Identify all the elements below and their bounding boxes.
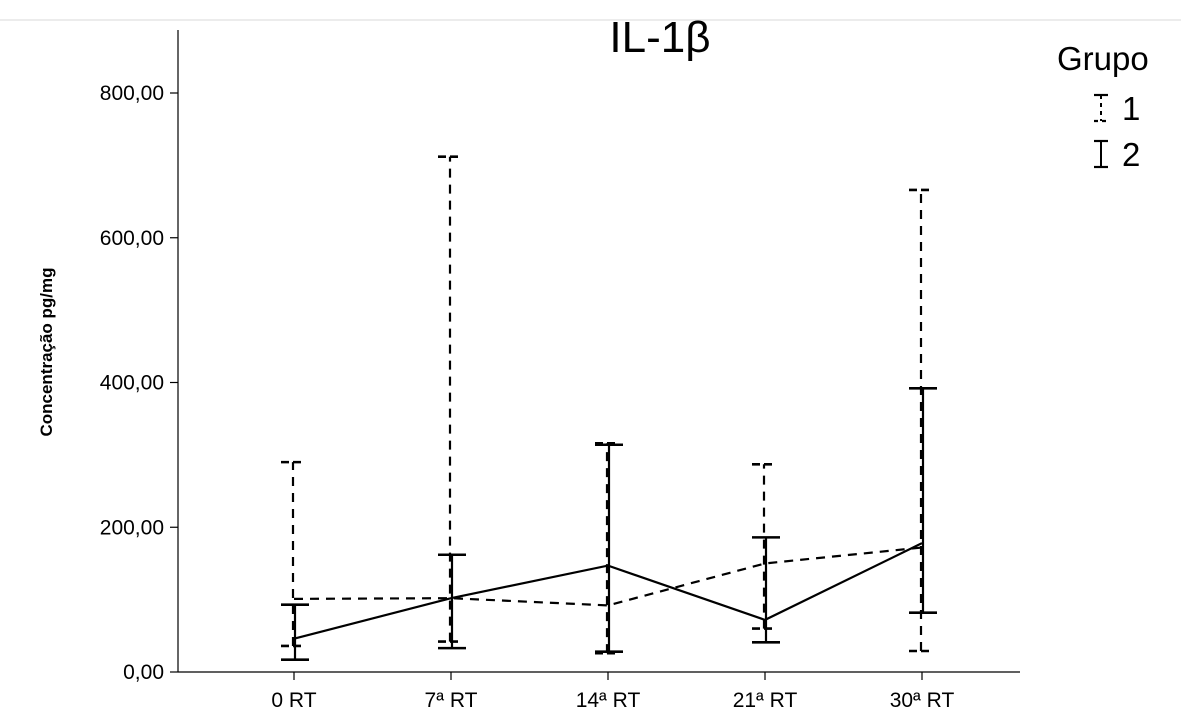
legend-title: Grupo	[1057, 40, 1149, 77]
x-tick-label: 14ª RT	[576, 689, 641, 712]
y-tick-label: 200,00	[100, 516, 164, 539]
legend-label: 2	[1122, 136, 1140, 173]
series-layer	[281, 155, 937, 661]
y-axis-label: Concentração pg/mg	[37, 267, 56, 436]
series-1	[281, 155, 933, 655]
x-tick-label: 0 RT	[271, 689, 316, 712]
x-ticks: 0 RT 7ª RT 14ª RT 21ª RT 30ª RT	[271, 672, 954, 712]
y-tick-label: 600,00	[100, 227, 164, 250]
y-tick-label: 400,00	[100, 372, 164, 395]
chart-title: IL-1β	[609, 13, 710, 62]
y-tick-label: 800,00	[100, 82, 164, 105]
legend: Grupo 12	[1057, 40, 1149, 173]
y-tick-label: 0,00	[123, 661, 164, 684]
x-tick-label: 30ª RT	[890, 689, 955, 712]
x-tick-label: 21ª RT	[733, 689, 798, 712]
series-2	[281, 386, 937, 661]
series-1-mean-line	[293, 546, 923, 607]
legend-label: 1	[1122, 90, 1140, 127]
legend-items: 12	[1094, 90, 1140, 173]
y-ticks: 0,00 200,00 400,00 600,00 800,00	[100, 82, 178, 684]
x-tick-label: 7ª RT	[425, 689, 478, 712]
